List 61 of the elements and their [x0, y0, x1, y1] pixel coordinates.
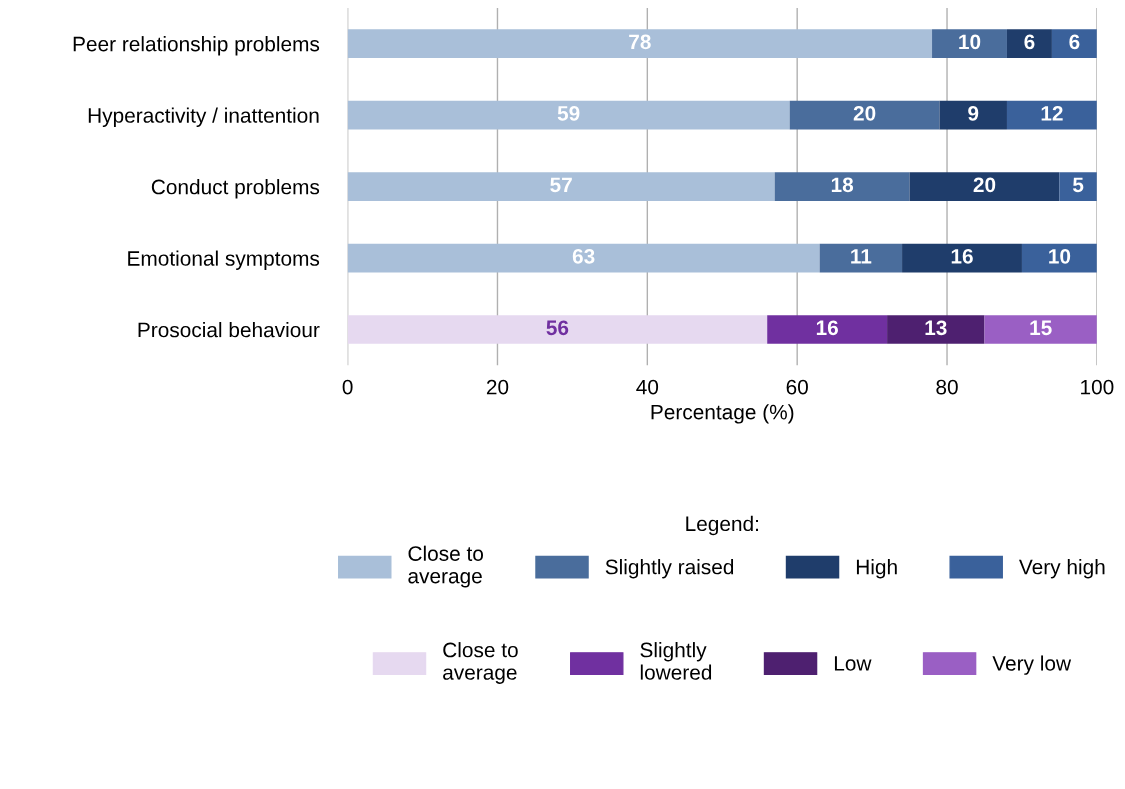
- bar: [819, 243, 903, 273]
- bar: [347, 29, 933, 58]
- y-tick-label: Hyperactivity / inattention: [88, 107, 319, 127]
- data-label: 63: [572, 248, 595, 264]
- bar: [1021, 243, 1097, 273]
- data-label: 11: [851, 249, 872, 264]
- y-tick-label: Conduct problems: [151, 179, 320, 199]
- data-label: 16: [951, 248, 973, 264]
- x-tick-label: 20: [486, 379, 509, 395]
- data-label: 20: [973, 177, 996, 193]
- x-tick-label: 60: [786, 379, 808, 395]
- legend-label: Slightly raised: [605, 559, 734, 579]
- data-label: 59: [557, 105, 580, 121]
- data-label: 57: [550, 177, 572, 193]
- legend-label: Close to average: [408, 545, 484, 588]
- legend-label: Close to average: [443, 642, 518, 684]
- y-tick-label: Prosocial behaviour: [138, 322, 320, 338]
- bar: [347, 315, 768, 344]
- data-label: 15: [1030, 320, 1052, 336]
- data-label: 56: [546, 320, 569, 336]
- y-tick-label: Peer relationship problems: [73, 36, 320, 56]
- legend-label: Very high: [1019, 559, 1105, 579]
- data-label: 18: [831, 177, 854, 193]
- data-label: 78: [629, 34, 651, 50]
- y-tick-label: Emotional symptoms: [128, 250, 320, 270]
- data-label: 16: [816, 320, 838, 336]
- bar: [939, 100, 1007, 130]
- data-label: 5: [1072, 177, 1084, 193]
- legend-title: Legend:: [686, 515, 759, 536]
- data-label: 6: [1069, 34, 1080, 50]
- data-label: 20: [853, 105, 876, 121]
- legend-label: Low: [834, 656, 872, 671]
- bar: [767, 315, 888, 344]
- bar: [932, 29, 1007, 58]
- bar: [1006, 29, 1052, 58]
- bar: [1051, 29, 1097, 58]
- bar: [984, 315, 1097, 344]
- bar: [887, 315, 985, 344]
- data-label: 10: [1049, 248, 1071, 264]
- data-label: 12: [1041, 105, 1063, 121]
- data-label: 13: [925, 320, 947, 336]
- bar: [347, 243, 820, 273]
- legend-label: Very low: [992, 655, 1072, 675]
- bar: [902, 243, 1022, 273]
- legend-label: High: [856, 559, 897, 579]
- data-label: 9: [968, 105, 979, 121]
- x-tick-label: 100: [1081, 379, 1114, 395]
- bar: [1059, 172, 1097, 201]
- x-tick-label: 40: [636, 379, 659, 395]
- bar: [347, 100, 790, 130]
- bar: [909, 172, 1060, 201]
- data-label: 6: [1024, 34, 1035, 50]
- x-tick-label: 0: [342, 379, 353, 395]
- bar: [774, 172, 910, 201]
- legend-label: Slightly lowered: [640, 642, 712, 680]
- x-axis-title: Percentage (%): [651, 404, 794, 424]
- bar: [1006, 100, 1097, 130]
- bar: [789, 100, 940, 130]
- data-label: 10: [959, 34, 981, 50]
- bar: [347, 172, 775, 201]
- x-tick-label: 80: [936, 379, 958, 395]
